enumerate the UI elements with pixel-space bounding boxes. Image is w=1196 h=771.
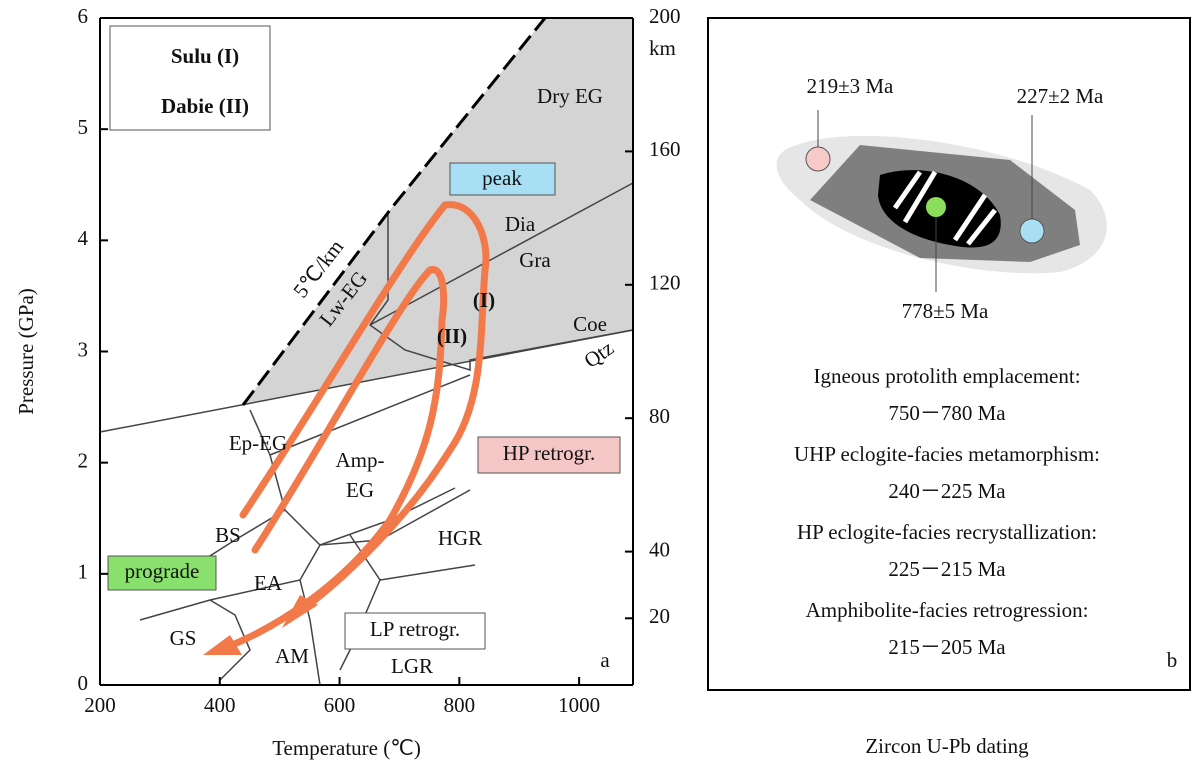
y-axis-label: Pressure (GPa)	[14, 288, 38, 415]
y-tick-label: 5	[78, 115, 89, 139]
y-tick-label: 4	[78, 226, 89, 250]
label: Dry EG	[537, 84, 603, 108]
event-name: Amphibolite-facies retrogression:	[806, 598, 1089, 622]
label: a	[600, 648, 610, 672]
age-label: 219±3 Ma	[807, 74, 894, 98]
x-tick-label: 200	[84, 693, 116, 717]
x-axis-label: Temperature (℃)	[272, 736, 421, 760]
facies-boundary	[380, 565, 475, 580]
label: LGR	[391, 654, 433, 678]
age-spot	[1020, 219, 1044, 243]
event-name: UHP eclogite-facies metamorphism:	[794, 442, 1100, 466]
caption: Zircon U-Pb dating	[865, 734, 1029, 758]
event-name: Igneous protolith emplacement:	[813, 364, 1080, 388]
y2-tick-label: 160	[649, 137, 681, 161]
y-tick-label: 3	[78, 337, 89, 361]
age-label: 227±2 Ma	[1017, 84, 1104, 108]
label: HGR	[438, 526, 482, 550]
event-age: 225－215 Ma	[888, 557, 1006, 581]
event-age: 240－225 Ma	[888, 479, 1006, 503]
y2-tick-label: 40	[649, 537, 670, 561]
label: EG	[346, 478, 374, 502]
label: GS	[170, 626, 197, 650]
y-tick-label: 2	[78, 448, 89, 472]
label: Coe	[573, 312, 607, 336]
figure: Sulu (I) Dabie (II) Dry EG peak Dia Gra …	[0, 0, 1196, 771]
y-tick-label: 6	[78, 4, 89, 28]
label: Gra	[519, 248, 551, 272]
legend-entry: Sulu (I)	[171, 44, 239, 68]
label: Qtz	[579, 336, 618, 373]
label: peak	[482, 166, 522, 190]
label: EA	[254, 571, 283, 595]
label: prograde	[125, 559, 200, 583]
x-tick-label: 400	[204, 693, 236, 717]
label: AM	[275, 644, 309, 668]
age-spot	[806, 147, 830, 171]
x-tick-label: 800	[444, 693, 476, 717]
panel-label: b	[1167, 648, 1178, 672]
legend-entry: Dabie (II)	[161, 94, 249, 118]
label: BS	[215, 523, 241, 547]
y2-axis-label: km	[649, 36, 676, 60]
y-tick-label: 0	[78, 671, 89, 695]
panel-b-frame	[708, 18, 1190, 690]
label: Ep-EG	[229, 431, 287, 455]
y2-tick-label: 20	[649, 604, 670, 628]
y2-tick-label: 120	[649, 271, 681, 295]
event-age: 215－205 Ma	[888, 635, 1006, 659]
label: LP retrogr.	[370, 617, 460, 641]
label: Amp-	[336, 448, 385, 472]
age-spot	[926, 197, 946, 217]
label: (I)	[473, 288, 495, 312]
label: Dia	[505, 212, 536, 236]
x-tick-label: 600	[324, 693, 356, 717]
label: HP retrogr.	[503, 441, 596, 465]
y-tick-label: 1	[78, 560, 89, 584]
y2-tick-label: 80	[649, 404, 670, 428]
y2-tick-label: 200	[649, 4, 681, 28]
x-tick-label: 1000	[558, 693, 600, 717]
event-age: 750－780 Ma	[888, 401, 1006, 425]
age-label: 778±5 Ma	[902, 299, 989, 323]
event-name: HP eclogite-facies recrystallization:	[797, 520, 1097, 544]
label: (II)	[437, 324, 467, 348]
